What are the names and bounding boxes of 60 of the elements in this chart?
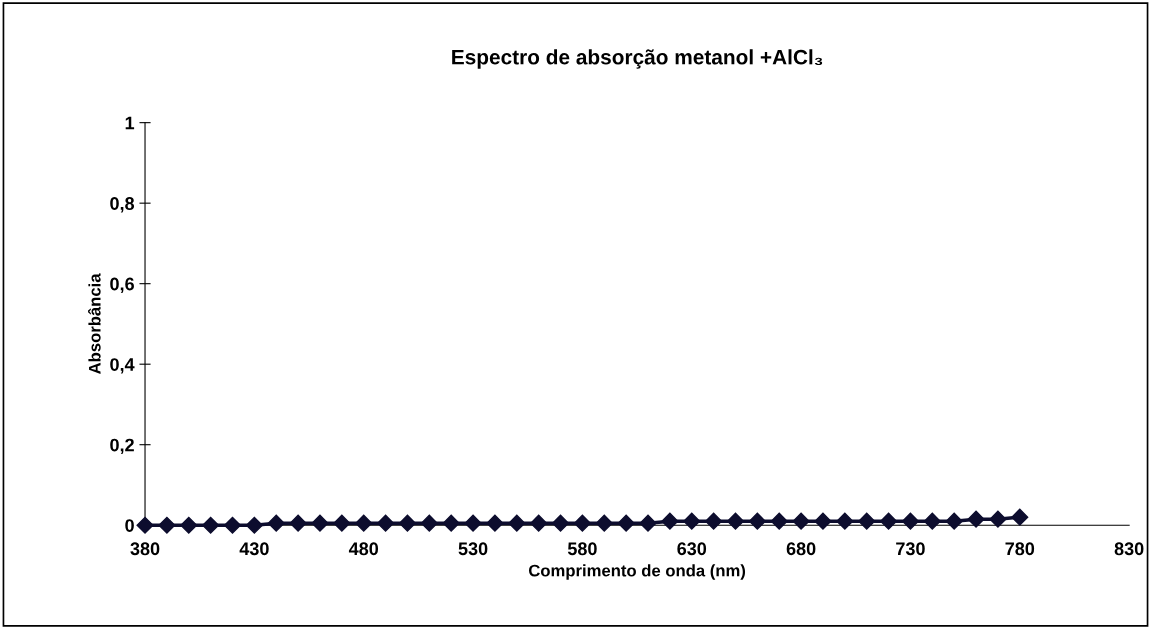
point [748,512,766,530]
point [158,516,176,534]
point [442,514,460,532]
point [639,514,657,532]
point [814,512,832,530]
x-tick-label: 780 [1005,542,1035,556]
point [530,514,548,532]
point [1011,508,1029,526]
y-tick-label: 0,2 [110,438,134,455]
point [180,516,198,534]
point [464,514,482,532]
point [245,516,263,534]
point [836,512,854,530]
point [880,512,898,530]
point [508,514,526,532]
chart-title: Espectro de absorção metanol +AlCl₃ [452,49,823,69]
y-tick-label: 0 [125,519,134,532]
x-tick-label: 730 [896,542,925,556]
point [770,512,788,530]
point [136,516,154,534]
x-tick-label: 530 [458,542,488,556]
x-tick-label: 480 [348,542,379,556]
x-tick-label: 430 [239,542,269,556]
point [398,514,417,532]
point [901,512,919,530]
point [923,512,941,530]
point [486,514,504,532]
point [945,512,963,530]
point [355,514,373,532]
y-tick-label: 0,6 [110,277,134,294]
point [311,514,329,532]
point [683,512,701,530]
point [726,512,745,530]
point [202,516,220,534]
x-tick-label: 680 [786,542,816,556]
x-tick-label: 380 [130,542,160,556]
point [267,514,285,532]
x-axis-title: Comprimento de onda (nm) [528,564,746,580]
point [705,512,723,530]
point [989,510,1007,528]
y-tick-label: 0,8 [110,197,135,213]
x-tick-label: 630 [677,542,707,556]
point [333,514,351,532]
point [223,516,242,534]
point [661,512,679,530]
x-tick-label: 830 [1114,542,1144,556]
point [420,514,438,532]
point [573,514,591,532]
point [551,514,570,532]
point [595,514,613,532]
point [967,510,985,528]
x-tick-label: 580 [567,542,597,556]
point [858,512,876,530]
point [377,514,395,532]
point [289,514,307,532]
y-axis-title: Absorbância [88,273,101,374]
y-tick-label: 0,4 [110,358,135,374]
point [792,512,810,530]
point [617,514,635,532]
y-tick-label: 1 [125,116,135,130]
